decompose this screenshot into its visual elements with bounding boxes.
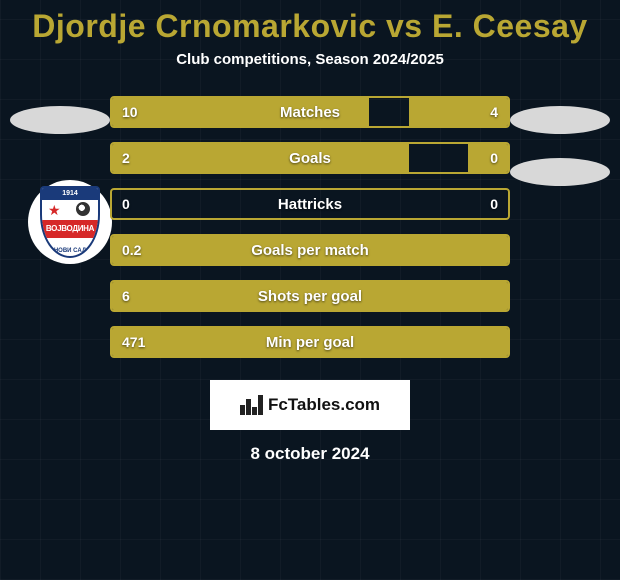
shield-year: 1914 [42,188,98,200]
left-segment [112,144,409,172]
stat-row: 0 0Hattricks [110,188,510,220]
stat-label: Hattricks [112,190,508,218]
comparison-rows: 104Matches 20Goals 0 0Hattricks 0.2Goals per… [110,96,510,358]
left-segment [112,98,369,126]
stat-row: 6Shots per goal [110,280,510,312]
right-player-placeholder [510,106,610,134]
left-value: 0 [112,190,140,218]
main-container: Djordje Crnomarkovic vs E. Ceesay Club c… [0,0,620,580]
page-title: Djordje Crnomarkovic vs E. Ceesay [0,8,620,45]
left-segment [112,236,508,264]
left-player-placeholder [10,106,110,134]
stats-area: 1914 ★ ВОЈВОДИНА НОВИ САД 104Matches 20Go… [0,96,620,464]
right-segment [468,144,508,172]
left-segment [112,328,508,356]
stat-row: 0.2Goals per match [110,234,510,266]
left-segment [112,282,508,310]
brand-box: FcTables.com [210,380,410,430]
stat-row: 20Goals [110,142,510,174]
club-shield-icon: 1914 ★ ВОЈВОДИНА НОВИ САД [40,186,100,258]
right-club-placeholder [510,158,610,186]
shield-city: НОВИ САД [42,248,98,254]
fctables-logo-icon [240,395,264,415]
stat-row: 104Matches [110,96,510,128]
stat-row: 471Min per goal [110,326,510,358]
shield-star-icon: ★ [48,202,61,219]
right-value: 0 [480,190,508,218]
right-segment [409,98,508,126]
shield-club-name: ВОЈВОДИНА [42,220,98,238]
date-label: 8 october 2024 [0,444,620,464]
page-subtitle: Club competitions, Season 2024/2025 [0,51,620,68]
left-club-logo: 1914 ★ ВОЈВОДИНА НОВИ САД [28,180,112,264]
shield-ball-icon [76,202,90,216]
brand-text: FcTables.com [268,395,380,415]
